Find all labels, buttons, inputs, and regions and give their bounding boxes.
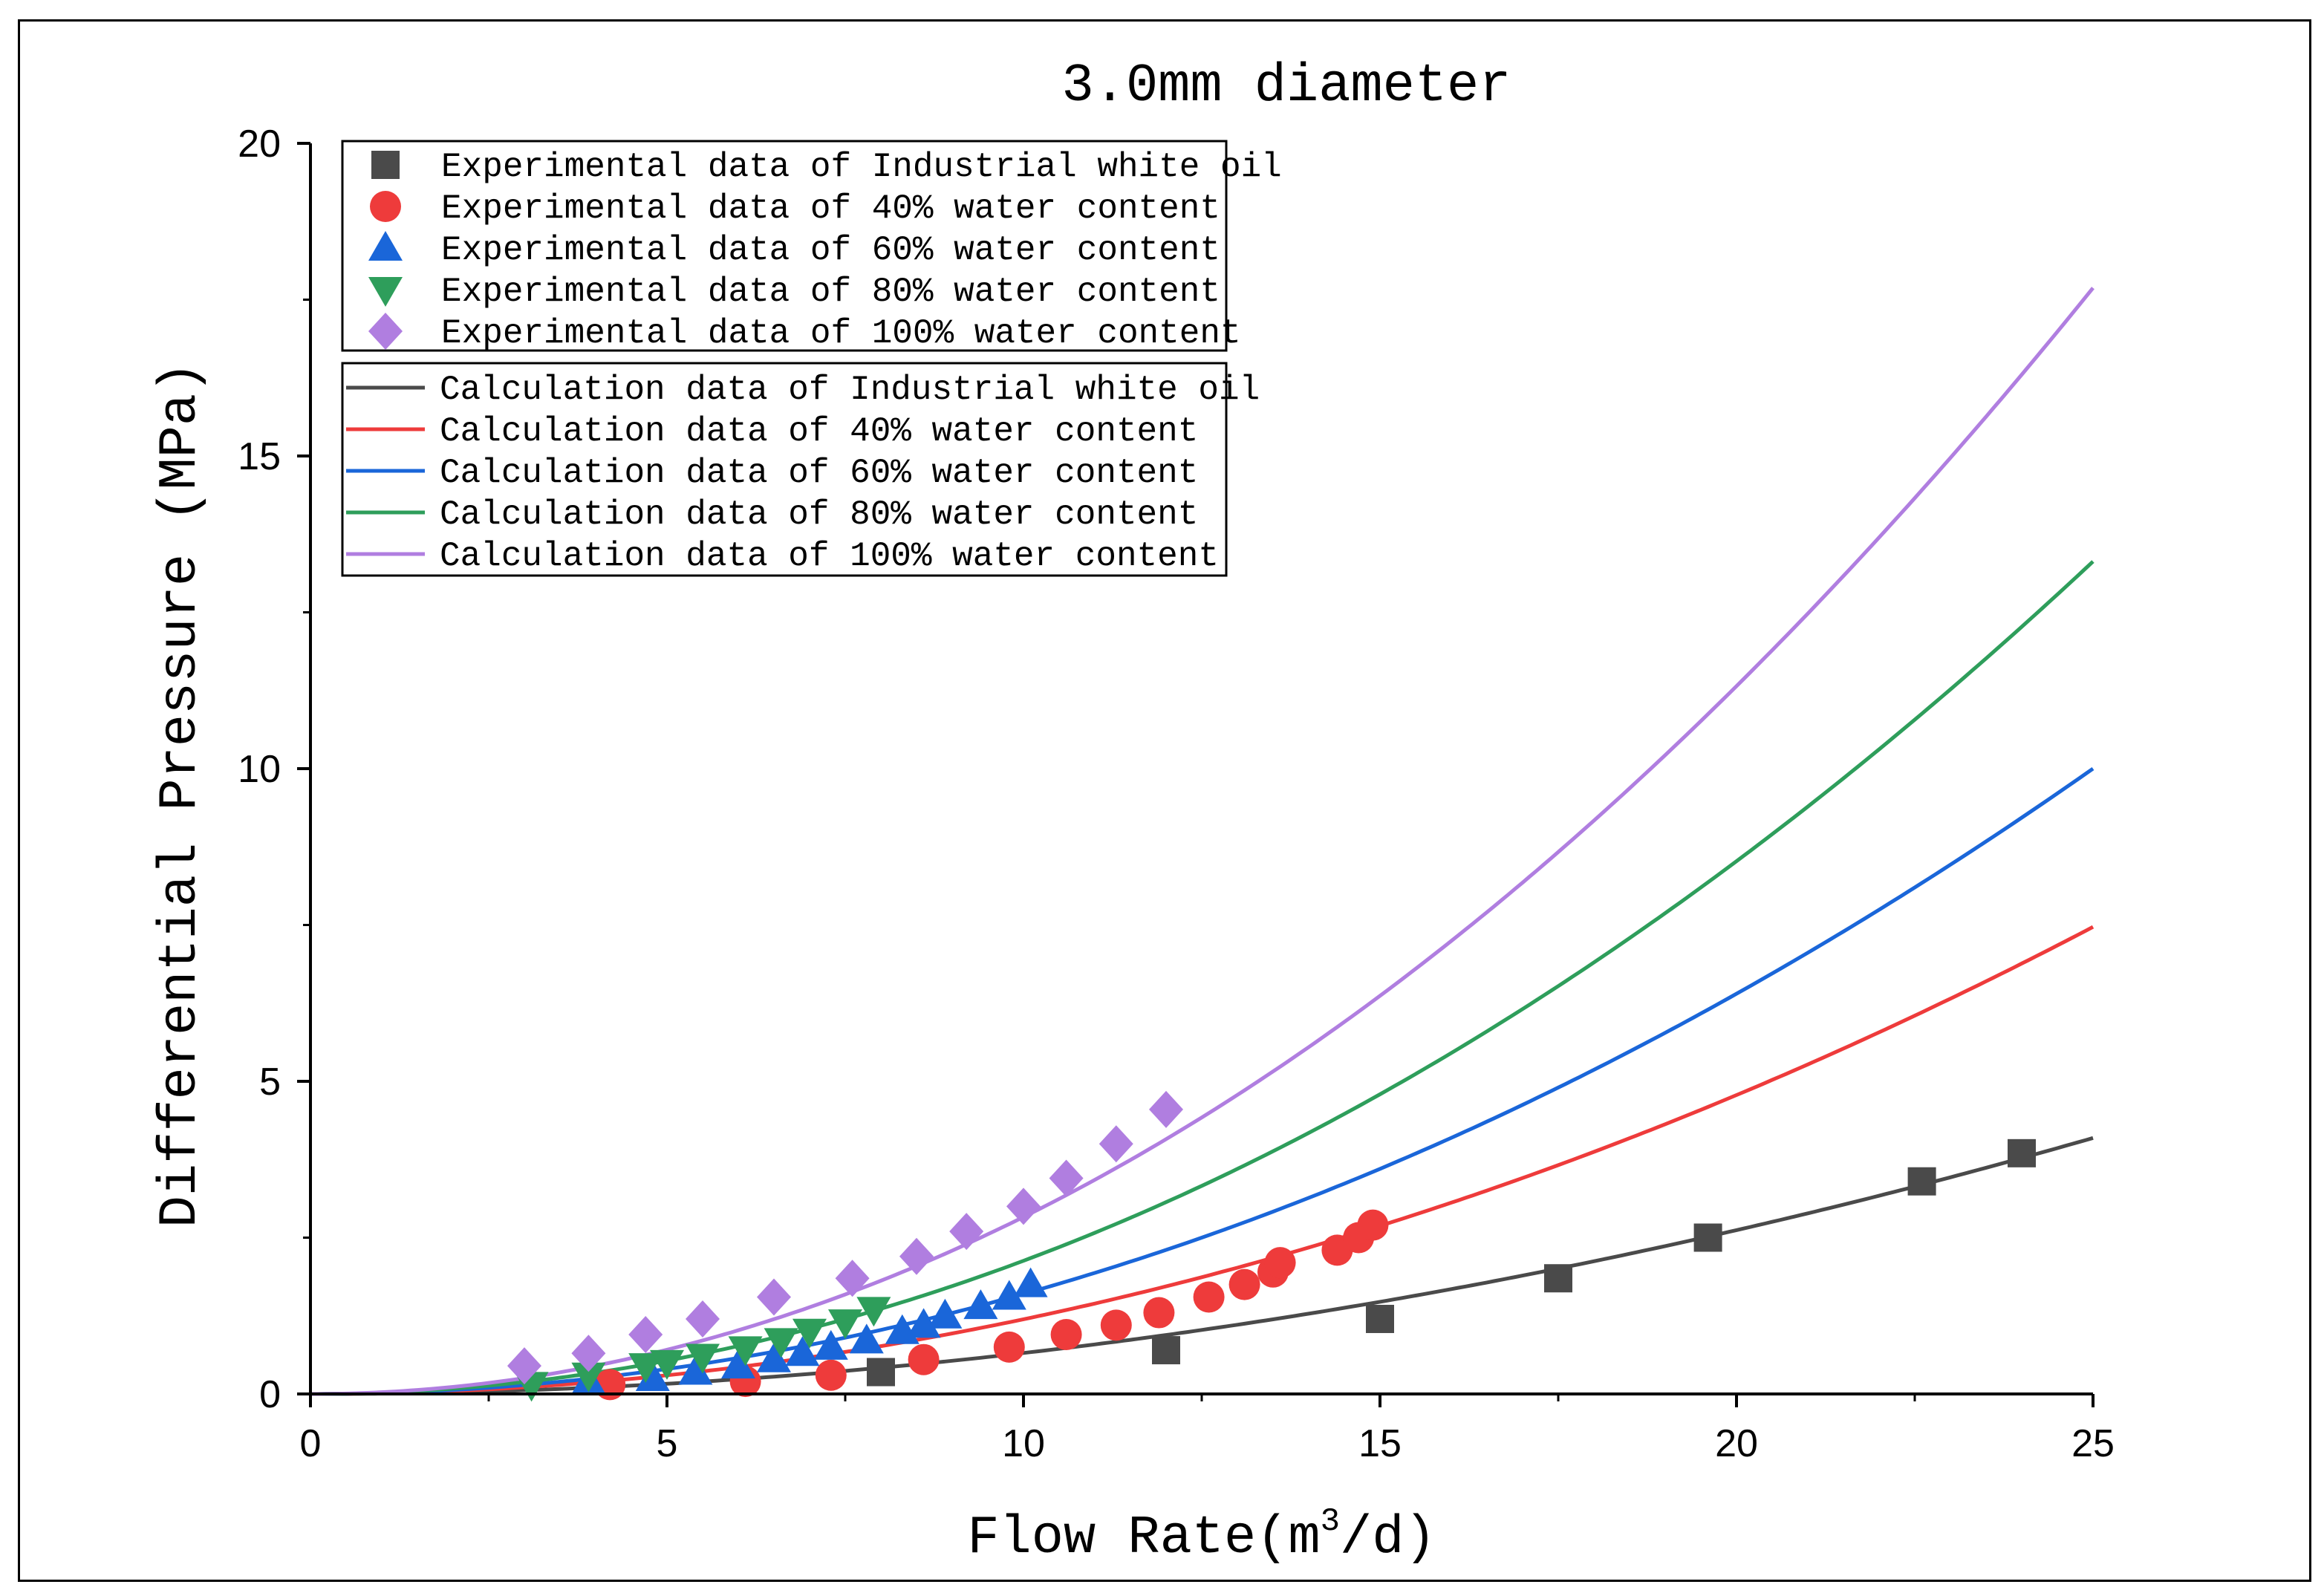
point-experimental-data-of-industrial-white-oil [867,1358,895,1387]
y-tick-label: 5 [259,1061,281,1104]
legend-calculation: Calculation data of Industrial white oil… [341,362,1260,577]
curve-calculation-data-of-40pct-water-content [310,925,2094,1396]
x-axis-title-tail: /d) [1340,1508,1436,1568]
point-experimental-data-of-100pct-water-content [507,1347,541,1385]
point-experimental-data-of-60pct-water-content [1013,1267,1048,1297]
legend-label-experimental-data-of-80pct-water-content: Experimental data of 80% water content [441,273,1220,311]
point-experimental-data-of-80pct-water-content [828,1309,862,1340]
y-tick-label: 15 [238,435,281,478]
legend-box-experimental [341,140,1228,352]
y-tick-label: 0 [259,1373,281,1416]
point-experimental-data-of-industrial-white-oil [1366,1304,1394,1333]
x-tick-label: 5 [657,1422,678,1465]
point-experimental-data-of-40pct-water-content [1193,1281,1225,1313]
point-experimental-data-of-40pct-water-content [1357,1209,1389,1241]
point-experimental-data-of-40pct-water-content [1050,1319,1082,1351]
point-experimental-data-of-40pct-water-content [815,1359,847,1391]
legend-label-experimental-data-of-60pct-water-content: Experimental data of 60% water content [441,231,1220,270]
point-experimental-data-of-60pct-water-content [721,1349,755,1379]
y-axis-title: Differential Pressure (MPa) [150,362,211,1228]
point-experimental-data-of-60pct-water-content [928,1298,963,1329]
point-experimental-data-of-100pct-water-content [1098,1125,1133,1163]
axis-ticks: 0 5 10 15 20 25 0 5 10 15 20 [238,123,2115,1465]
point-experimental-data-of-80pct-water-content [792,1318,827,1349]
point-experimental-data-of-40pct-water-content [1143,1297,1175,1329]
x-tick-label: 0 [300,1422,322,1465]
x-axis-title-superscript: 3 [1321,1503,1340,1540]
point-experimental-data-of-100pct-water-content [686,1300,720,1338]
point-experimental-data-of-100pct-water-content [1049,1159,1084,1197]
legend-marker-experimental-data-of-100pct-water-content [368,313,403,350]
point-experimental-data-of-100pct-water-content [628,1316,663,1354]
x-axis-title: Flow Rate(m3/d) [967,1503,1436,1568]
curve-calculation-data-of-100pct-water-content [310,287,2094,1396]
experimental-markers [507,1090,2036,1402]
point-experimental-data-of-40pct-water-content [1100,1309,1132,1341]
point-experimental-data-of-80pct-water-content [686,1343,720,1374]
point-experimental-data-of-60pct-water-content [992,1280,1026,1310]
point-experimental-data-of-industrial-white-oil [1693,1223,1722,1252]
x-tick-label: 10 [1002,1422,1045,1465]
point-experimental-data-of-80pct-water-content [628,1353,663,1384]
point-experimental-data-of-60pct-water-content [678,1355,713,1385]
legend-marker-experimental-data-of-industrial-white-oil [371,151,400,179]
point-experimental-data-of-60pct-water-content [906,1308,941,1338]
x-tick-label: 20 [1715,1422,1758,1465]
point-experimental-data-of-40pct-water-content [993,1331,1025,1363]
point-experimental-data-of-100pct-water-content [949,1213,984,1251]
point-experimental-data-of-40pct-water-content [908,1343,940,1375]
legend-box-calculation [341,362,1228,577]
point-experimental-data-of-80pct-water-content [728,1336,763,1366]
point-experimental-data-of-40pct-water-content [1264,1247,1296,1279]
point-experimental-data-of-industrial-white-oil [1907,1167,1936,1196]
legend-marker-experimental-data-of-80pct-water-content [368,277,403,307]
point-experimental-data-of-80pct-water-content [650,1349,684,1380]
point-experimental-data-of-industrial-white-oil [1152,1336,1180,1365]
point-experimental-data-of-60pct-water-content [785,1336,820,1366]
legend-label-calculation-data-of-40pct-water-content: Calculation data of 40% water content [440,412,1198,451]
point-experimental-data-of-60pct-water-content [849,1323,884,1354]
point-experimental-data-of-60pct-water-content [635,1361,670,1391]
point-experimental-data-of-100pct-water-content [1006,1188,1041,1225]
legend-experimental: Experimental data of Industrial white oi… [341,140,1282,353]
legend-marker-experimental-data-of-40pct-water-content [370,191,401,222]
legend-label-experimental-data-of-40pct-water-content: Experimental data of 40% water content [441,189,1220,228]
point-experimental-data-of-100pct-water-content [571,1335,606,1372]
x-tick-label: 25 [2071,1422,2115,1465]
legend-marker-experimental-data-of-60pct-water-content [368,231,403,261]
point-experimental-data-of-60pct-water-content [813,1329,848,1360]
legend-label-calculation-data-of-60pct-water-content: Calculation data of 60% water content [440,454,1198,492]
point-experimental-data-of-100pct-water-content [757,1278,791,1316]
x-tick-label: 15 [1358,1422,1402,1465]
legend-label-calculation-data-of-100pct-water-content: Calculation data of 100% water content [440,537,1219,576]
chart-title: 3.0mm diameter [1062,56,1511,117]
legend-label-experimental-data-of-100pct-water-content: Experimental data of 100% water content [441,314,1241,353]
point-experimental-data-of-80pct-water-content [764,1328,798,1358]
curve-calculation-data-of-80pct-water-content [310,560,2094,1396]
point-experimental-data-of-100pct-water-content [835,1260,870,1297]
point-experimental-data-of-60pct-water-content [757,1342,791,1372]
y-tick-label: 10 [238,748,281,791]
point-experimental-data-of-industrial-white-oil [1544,1264,1572,1293]
x-axis-title-base: Flow Rate(m [967,1508,1320,1568]
point-experimental-data-of-80pct-water-content [571,1362,606,1392]
point-experimental-data-of-40pct-water-content [1228,1268,1260,1300]
point-experimental-data-of-100pct-water-content [899,1237,934,1275]
y-tick-label: 20 [238,123,281,166]
point-experimental-data-of-industrial-white-oil [2008,1138,2036,1167]
legend-label-experimental-data-of-industrial-white-oil: Experimental data of Industrial white oi… [441,148,1282,186]
point-experimental-data-of-100pct-water-content [1149,1090,1183,1128]
point-experimental-data-of-60pct-water-content [963,1289,998,1320]
legend-label-calculation-data-of-industrial-white-oil: Calculation data of Industrial white oil [440,371,1260,409]
point-experimental-data-of-80pct-water-content [856,1297,891,1327]
legend-label-calculation-data-of-80pct-water-content: Calculation data of 80% water content [440,495,1198,534]
